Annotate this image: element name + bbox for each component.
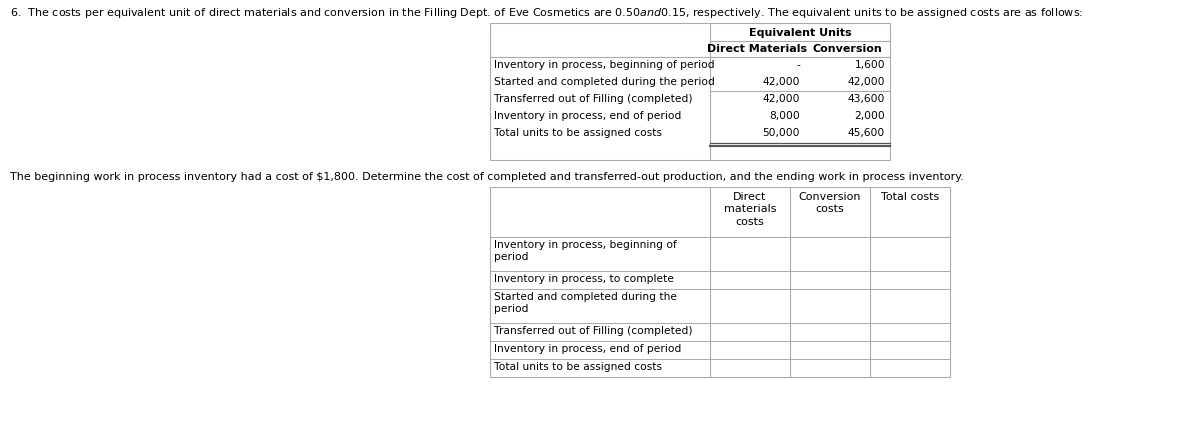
Text: Inventory in process, to complete: Inventory in process, to complete <box>494 274 674 284</box>
Text: 2,000: 2,000 <box>854 111 886 121</box>
Text: 6.  The costs per equivalent unit of direct materials and conversion in the Fill: 6. The costs per equivalent unit of dire… <box>10 6 1084 20</box>
Text: Started and completed during the
period: Started and completed during the period <box>494 292 677 314</box>
Text: Conversion
costs: Conversion costs <box>799 192 862 214</box>
Text: 8,000: 8,000 <box>769 111 800 121</box>
Text: Direct Materials: Direct Materials <box>708 44 808 54</box>
Text: The beginning work in process inventory had a cost of $1,800. Determine the cost: The beginning work in process inventory … <box>10 172 964 182</box>
Text: -: - <box>796 60 800 70</box>
Text: 42,000: 42,000 <box>847 77 886 87</box>
Text: Total units to be assigned costs: Total units to be assigned costs <box>494 362 662 372</box>
Text: Inventory in process, end of period: Inventory in process, end of period <box>494 111 682 121</box>
Text: Started and completed during the period: Started and completed during the period <box>494 77 715 87</box>
Text: 50,000: 50,000 <box>762 128 800 138</box>
Text: Transferred out of Filling (completed): Transferred out of Filling (completed) <box>494 326 692 336</box>
Text: 1,600: 1,600 <box>854 60 886 70</box>
Text: Transferred out of Filling (completed): Transferred out of Filling (completed) <box>494 94 692 104</box>
Text: 45,600: 45,600 <box>847 128 886 138</box>
Text: Direct
materials
costs: Direct materials costs <box>724 192 776 227</box>
Text: Total units to be assigned costs: Total units to be assigned costs <box>494 128 662 138</box>
Text: Conversion: Conversion <box>812 44 882 54</box>
Text: 43,600: 43,600 <box>847 94 886 104</box>
Text: Equivalent Units: Equivalent Units <box>749 28 851 38</box>
Bar <box>490 187 950 377</box>
Text: Inventory in process, beginning of period: Inventory in process, beginning of perio… <box>494 60 715 70</box>
Text: Inventory in process, beginning of
period: Inventory in process, beginning of perio… <box>494 240 677 262</box>
Text: Total costs: Total costs <box>881 192 940 202</box>
Text: 42,000: 42,000 <box>762 77 800 87</box>
Bar <box>490 23 890 160</box>
Text: 42,000: 42,000 <box>762 94 800 104</box>
Text: Inventory in process, end of period: Inventory in process, end of period <box>494 344 682 354</box>
